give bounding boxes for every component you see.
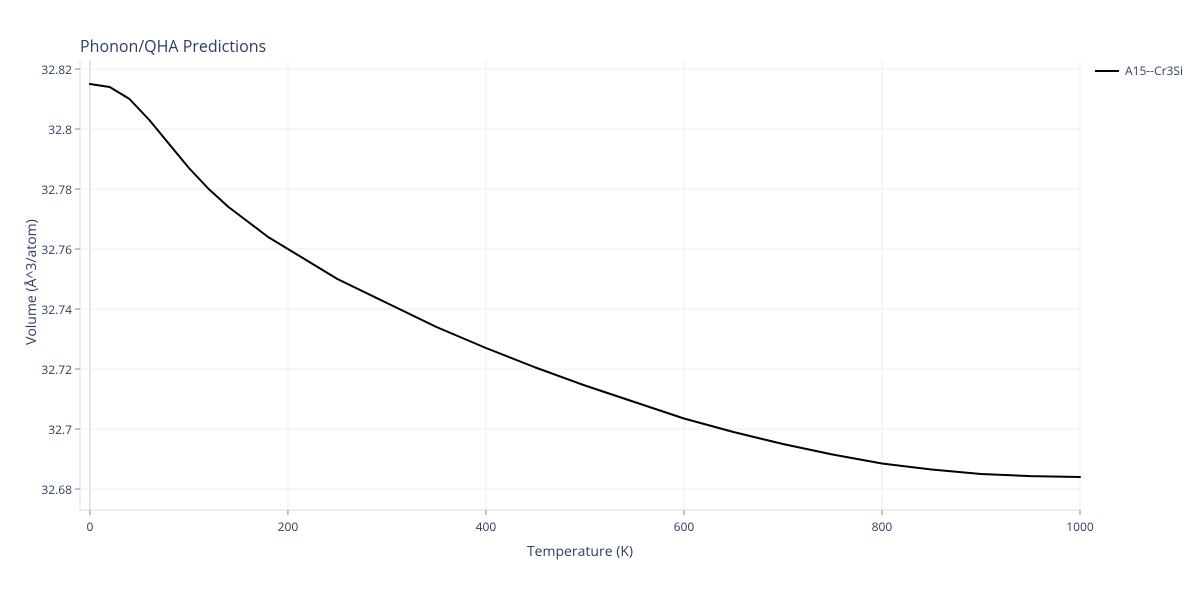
plot-area	[0, 0, 1200, 600]
y-tick-label: 32.78	[41, 181, 72, 198]
x-axis-title: Temperature (K)	[80, 542, 1080, 561]
legend[interactable]: A15--Cr3Si	[1095, 62, 1183, 79]
y-tick-label: 32.76	[41, 241, 72, 258]
x-tick-label: 1000	[1060, 518, 1100, 535]
legend-swatch	[1095, 70, 1119, 72]
x-tick-label: 200	[268, 518, 308, 535]
x-tick-label: 800	[862, 518, 902, 535]
x-tick-label: 400	[466, 518, 506, 535]
y-tick-label: 32.68	[41, 481, 72, 498]
x-tick-label: 600	[664, 518, 704, 535]
legend-item[interactable]: A15--Cr3Si	[1095, 62, 1183, 79]
series-line[interactable]	[90, 84, 1080, 477]
y-tick-label: 32.72	[41, 361, 72, 378]
x-tick-label: 0	[70, 518, 110, 535]
y-axis-title: Volume (Å^3/atom)	[22, 219, 41, 345]
legend-label: A15--Cr3Si	[1125, 62, 1183, 79]
y-tick-label: 32.74	[41, 301, 72, 318]
chart-container: Phonon/QHA Predictions Temperature (K) V…	[0, 0, 1200, 600]
y-tick-label: 32.8	[48, 121, 72, 138]
y-tick-label: 32.82	[41, 61, 72, 78]
y-tick-label: 32.7	[48, 421, 72, 438]
